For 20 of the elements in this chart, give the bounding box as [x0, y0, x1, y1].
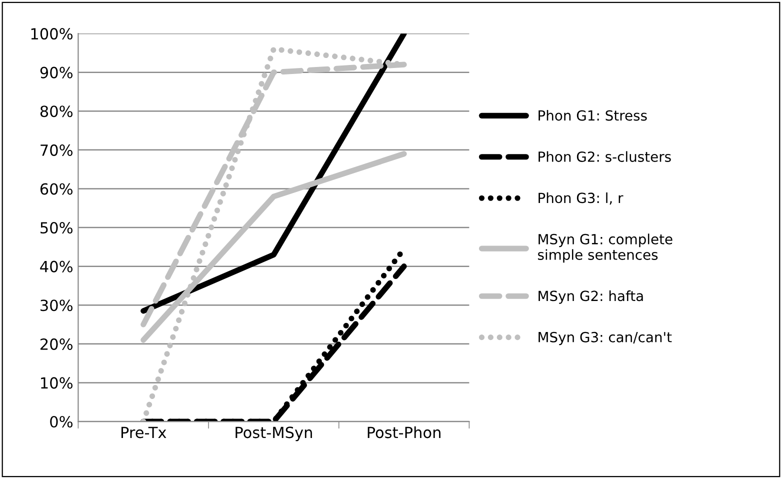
- y-tick-label: 0%: [50, 416, 72, 428]
- y-tick-label: 60%: [40, 183, 72, 195]
- y-tick-label: 20%: [40, 338, 72, 350]
- y-tick-label: 70%: [40, 144, 72, 156]
- y-tick-label: 30%: [40, 300, 72, 312]
- legend-label: MSyn G3: can/can't: [538, 332, 672, 346]
- y-tick-label: 90%: [40, 66, 72, 78]
- legend-label: Phon G3: l, r: [538, 192, 624, 205]
- legend-label: MSyn G1: complete simple sentences: [538, 234, 672, 263]
- y-tick-label: 100%: [31, 28, 72, 40]
- legend-label: Phon G1: Stress: [538, 110, 647, 121]
- y-tick-label: 10%: [41, 377, 72, 389]
- legend-label: Phon G2: s-clusters: [538, 151, 671, 162]
- x-tick-label: Pre-Tx: [121, 426, 166, 438]
- y-tick-label: 80%: [40, 106, 72, 118]
- legend-label: MSyn G2: hafta: [538, 290, 643, 304]
- y-tick-label: 50%: [40, 222, 72, 234]
- y-tick-label: 40%: [40, 260, 72, 272]
- x-tick-label: Post-MSyn: [236, 426, 312, 442]
- x-tick-label: Post-Phon: [368, 426, 440, 438]
